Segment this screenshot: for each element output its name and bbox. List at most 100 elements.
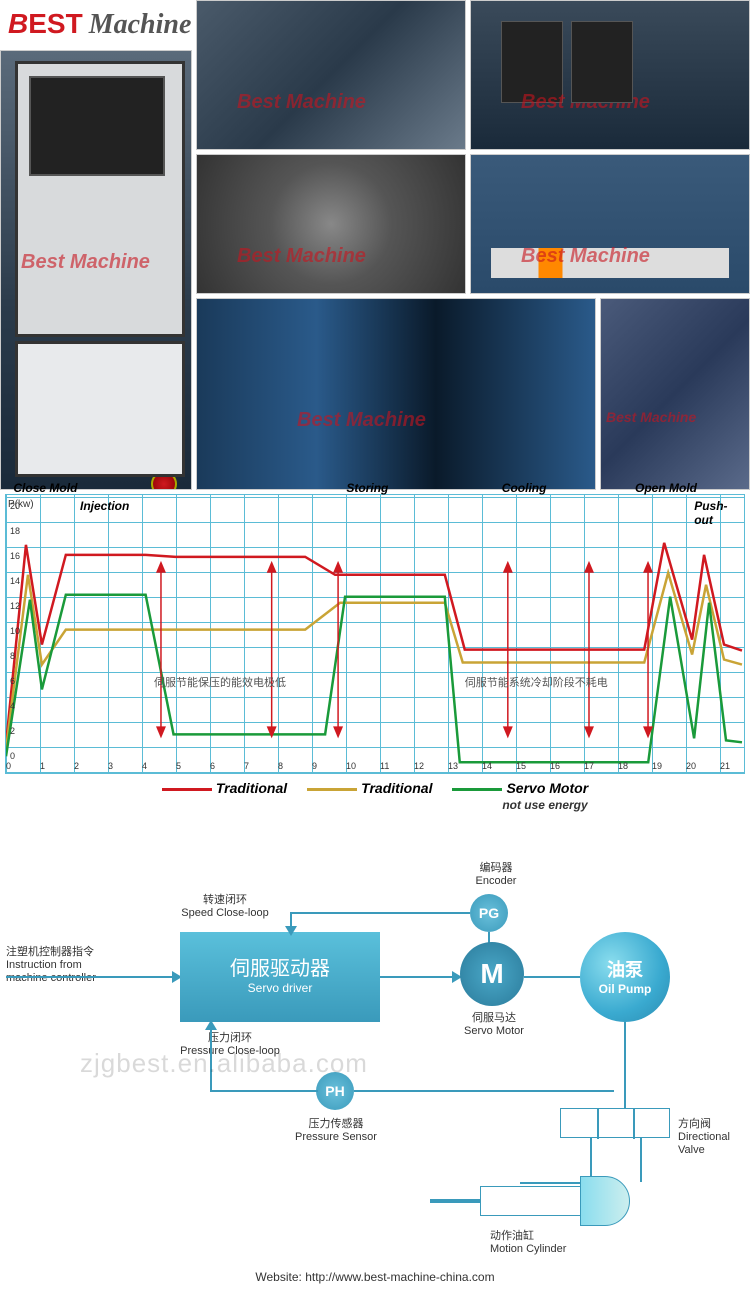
y-tick: 18 <box>10 526 20 536</box>
watermark: Best Machine <box>606 409 696 425</box>
symbol-directional-valve <box>560 1108 670 1138</box>
watermark: Best Machine <box>237 245 366 268</box>
label-pressure-sensor: 压力传感器 Pressure Sensor <box>286 1118 386 1144</box>
photo-contactors: Best Machine <box>470 0 750 150</box>
watermark: Best Machine <box>237 91 366 114</box>
panel-screen <box>29 76 165 176</box>
line <box>210 1090 318 1092</box>
label-encoder: 编码器 Encoder <box>456 862 536 888</box>
y-tick: 12 <box>10 601 20 611</box>
panel-keypad <box>25 351 169 451</box>
x-tick: 4 <box>142 761 147 771</box>
node-motor: M <box>460 942 524 1006</box>
label-directional-valve: 方向阀 Directional Valve <box>678 1118 748 1158</box>
url-watermark: zjgbest.en.alibaba.com <box>80 1048 368 1079</box>
line <box>380 976 460 978</box>
x-tick: 8 <box>278 761 283 771</box>
photo-manifold: Best Machine <box>600 298 750 490</box>
x-tick: 14 <box>482 761 492 771</box>
line <box>624 1022 626 1108</box>
legend-item: Servo Motor <box>452 780 588 796</box>
footer-url: http://www.best-machine-china.com <box>305 1270 494 1284</box>
watermark: Best Machine <box>21 251 150 274</box>
line <box>354 1090 614 1092</box>
x-tick: 15 <box>516 761 526 771</box>
footer-label: Website: <box>255 1270 301 1284</box>
cylinder-cap <box>580 1176 630 1226</box>
phase-label: Cooling <box>502 481 547 495</box>
line <box>290 912 470 914</box>
y-tick: 10 <box>10 626 20 636</box>
node-servo-driver: 伺服驱动器 Servo driver <box>180 932 380 1022</box>
y-tick: 20 <box>10 501 20 511</box>
logo-est: EST <box>28 8 82 39</box>
line <box>6 976 178 978</box>
x-tick: 20 <box>686 761 696 771</box>
node-oil-pump: 油泵 Oil Pump <box>580 932 670 1022</box>
x-tick: 18 <box>618 761 628 771</box>
label-instruction: 注塑机控制器指令 Instruction from machine contro… <box>6 946 146 986</box>
phase-label: Push-out <box>694 499 744 527</box>
photo-breaker-panel: Best Machine <box>470 154 750 294</box>
photo-valve-block: Best Machine <box>196 0 466 150</box>
x-tick: 6 <box>210 761 215 771</box>
photo-collage: BESTMachine Best Machine Best Machine Be… <box>0 0 750 490</box>
x-tick: 0 <box>6 761 11 771</box>
x-tick: 21 <box>720 761 730 771</box>
x-tick: 16 <box>550 761 560 771</box>
watermark: Best Machine <box>521 245 650 268</box>
node-pg: PG <box>470 894 508 932</box>
cylinder-rod <box>430 1199 480 1203</box>
cylinder-body <box>480 1186 590 1216</box>
y-tick: 6 <box>10 676 15 686</box>
phase-label: Close Mold <box>13 481 77 495</box>
chart-note: 伺服节能保压的能效电极低 <box>154 674 286 690</box>
x-tick: 7 <box>244 761 249 771</box>
photo-control-panel: Best Machine <box>0 50 192 490</box>
x-tick: 13 <box>448 761 458 771</box>
x-tick: 10 <box>346 761 356 771</box>
arrow-icon <box>285 926 297 936</box>
x-tick: 12 <box>414 761 424 771</box>
photo-hydraulic-motor: Best Machine <box>196 154 466 294</box>
arrow-icon <box>205 1020 217 1030</box>
photo-clamping-unit: Best Machine <box>196 298 596 490</box>
x-tick: 11 <box>380 761 389 771</box>
y-tick: 4 <box>10 701 15 711</box>
label-motion-cylinder: 动作油缸 Motion Cylinder <box>490 1230 600 1256</box>
footer: Website: http://www.best-machine-china.c… <box>0 1262 750 1288</box>
line <box>640 1138 642 1182</box>
x-tick: 2 <box>74 761 79 771</box>
chart-lines <box>6 495 744 774</box>
x-tick: 19 <box>652 761 662 771</box>
line <box>524 976 580 978</box>
y-tick: 16 <box>10 551 20 561</box>
emergency-stop-icon <box>151 471 177 490</box>
logo-machine: Machine <box>89 9 192 40</box>
label-speed-loop: 转速闭环 Speed Close-loop <box>160 894 290 920</box>
y-tick: 14 <box>10 576 20 586</box>
watermark: Best Machine <box>521 91 650 114</box>
chart-legend: Traditional Traditional Servo Motor <box>5 780 745 796</box>
y-tick: 0 <box>10 751 15 761</box>
phase-label: Storing <box>346 481 388 495</box>
x-tick: 17 <box>584 761 594 771</box>
legend-item: Traditional <box>162 780 287 796</box>
x-tick: 5 <box>176 761 181 771</box>
phase-label: Open Mold <box>635 481 697 495</box>
x-tick: 1 <box>40 761 45 771</box>
energy-chart-section: P(kw) 20181614121086420 0123456789101112… <box>0 490 750 812</box>
watermark: Best Machine <box>297 409 426 432</box>
label-servo-motor: 伺服马达 Servo Motor <box>454 1012 534 1038</box>
symbol-motion-cylinder <box>480 1176 630 1226</box>
logo-b: B <box>8 8 28 39</box>
energy-chart: P(kw) 20181614121086420 0123456789101112… <box>5 494 745 774</box>
x-tick: 3 <box>108 761 113 771</box>
legend-subtitle: not use energy <box>0 798 750 812</box>
servo-system-diagram: 注塑机控制器指令 Instruction from machine contro… <box>0 842 750 1262</box>
phase-label: Injection <box>80 499 129 513</box>
chart-note: 伺服节能系统冷却阶段不耗电 <box>465 674 608 690</box>
y-tick: 8 <box>10 651 15 661</box>
y-tick: 2 <box>10 726 15 736</box>
legend-item: Traditional <box>307 780 432 796</box>
